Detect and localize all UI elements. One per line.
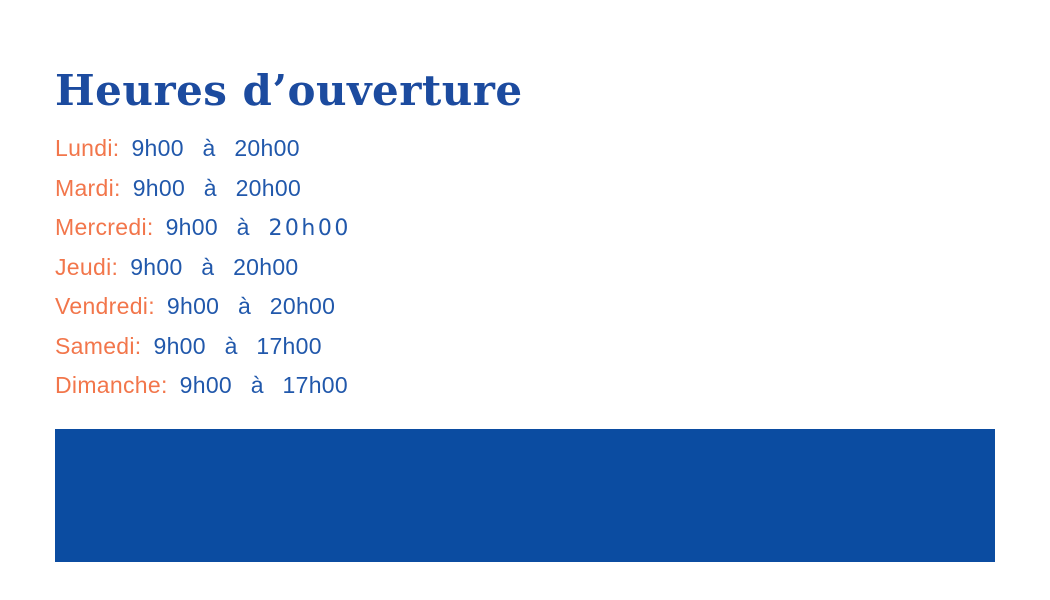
time-end: 17h00: [282, 372, 348, 398]
time-separator: à: [237, 293, 252, 319]
opening-time: 9h00 à 20h00: [130, 248, 298, 288]
footer-banner: [55, 429, 995, 562]
opening-time: 9h00 à 20h00: [131, 129, 299, 169]
time-separator: à: [250, 372, 264, 398]
time-separator: à: [202, 135, 216, 161]
opening-time: 9h00 à 20h00: [166, 208, 351, 249]
time-separator: à: [203, 174, 217, 201]
opening-time: 9h00 à 17h00: [180, 366, 348, 406]
day-label: Dimanche:: [55, 372, 168, 398]
opening-time: 9h00 à 17h00: [153, 327, 321, 367]
time-start: 9h00: [130, 253, 183, 280]
day-label: Lundi:: [55, 135, 120, 161]
hours-row: Dimanche: 9h00 à 17h00: [55, 366, 351, 406]
time-start: 9h00: [131, 135, 184, 161]
hours-row: Mercredi: 9h00 à 20h00: [55, 208, 351, 248]
time-start: 9h00: [179, 372, 233, 398]
time-end: 17h00: [256, 332, 322, 359]
day-label: Jeudi:: [55, 253, 119, 280]
page-title: Heures d’ouverture: [55, 66, 523, 115]
time-separator: à: [201, 253, 215, 280]
hours-row: Lundi: 9h00 à 20h00: [55, 129, 351, 169]
opening-time: 9h00 à 20h00: [167, 287, 335, 327]
hours-row: Mardi: 9h00 à 20h00: [55, 169, 351, 209]
time-end: 20h00: [268, 216, 351, 241]
time-start: 9h00: [132, 174, 186, 201]
day-label: Vendredi:: [55, 293, 155, 319]
hours-row: Vendredi: 9h00 à 20h00: [55, 287, 351, 327]
time-start: 9h00: [153, 332, 206, 359]
hours-list: Lundi: 9h00 à 20h00 Mardi: 9h00 à 20h00 …: [55, 129, 351, 406]
time-separator: à: [236, 214, 250, 240]
hours-row: Samedi: 9h00 à 17h00: [55, 327, 351, 367]
day-label: Mercredi:: [55, 214, 154, 240]
time-start: 9h00: [165, 214, 218, 240]
time-end: 20h00: [234, 135, 300, 161]
day-label: Mardi:: [55, 174, 121, 201]
time-end: 20h00: [235, 174, 302, 201]
day-label: Samedi:: [55, 332, 142, 359]
time-end: 20h00: [233, 253, 299, 280]
time-separator: à: [224, 332, 238, 359]
opening-time: 9h00 à 20h00: [133, 169, 301, 209]
time-end: 20h00: [269, 293, 336, 319]
hours-row: Jeudi: 9h00 à 20h00: [55, 248, 351, 288]
time-start: 9h00: [166, 293, 220, 319]
